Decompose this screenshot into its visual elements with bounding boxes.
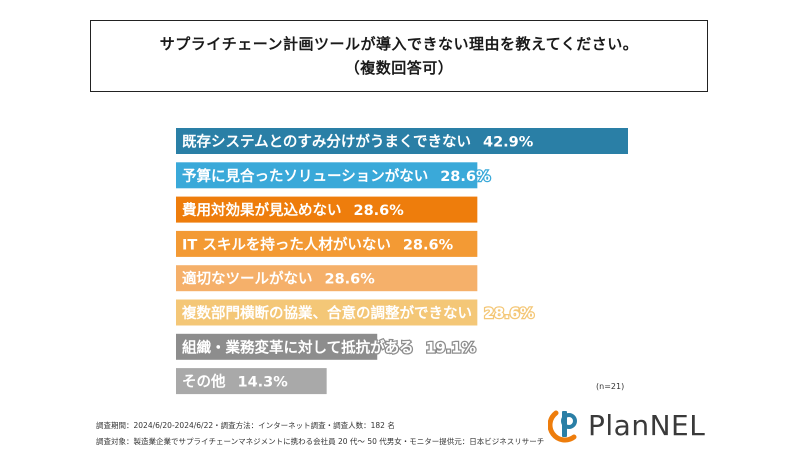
title-box: サプライチェーン計画ツールが導入できない理由を教えてください。 （複数回答可） [90, 20, 708, 92]
category-label: 組織・業務変革に対して抵抗がある [182, 338, 414, 356]
bar-1 [176, 128, 628, 154]
sample-size-note: (n=21) [596, 382, 625, 391]
bar-3 [176, 196, 478, 223]
value-label: 28.6% [484, 306, 535, 322]
value-label: 28.6% [440, 169, 491, 185]
plannel-logo: PlanNEL [548, 407, 705, 443]
bar-5 [176, 265, 478, 292]
value-label: 28.6% [325, 272, 376, 288]
category-label: IT スキルを持った人材がいない [182, 235, 391, 253]
category-label: その他 [182, 373, 226, 391]
category-label: 費用対効果が見込めない [182, 201, 342, 219]
bar-8 [176, 368, 327, 395]
bar-6 [176, 299, 478, 326]
plannel-logo-icon [548, 410, 577, 443]
category-label: 予算に見合ったソリューションがない [182, 167, 428, 185]
survey-period-footer: 調査期間：2024/6/20-2024/6/22・調査方法：インターネット調査・… [96, 421, 395, 430]
bar-label-7: 組織・業務変革に対して抵抗がある 19.1% [182, 338, 476, 356]
category-label: 複数部門横断の協業、合意の調整ができない [181, 304, 472, 322]
chart-subtitle: （複数回答可） [344, 59, 454, 77]
value-label: 19.1% [426, 340, 477, 356]
logo-text: PlanNEL [588, 408, 706, 442]
bar-label-5: 適切なツールがない 28.6% [182, 270, 375, 288]
bar-label-6: 複数部門横断の協業、合意の調整ができない 28.6% [181, 304, 535, 322]
bar-label-1: 既存システムとのすみ分けがうまくできない 42.9% [182, 133, 534, 151]
category-label: 既存システムとのすみ分けがうまくできない [182, 133, 471, 151]
bar-label-4: IT スキルを持った人材がいない 28.6% [182, 235, 454, 253]
bar-label-3: 費用対効果が見込めない 28.6% [182, 201, 404, 219]
bar-label-8: その他 14.3% [182, 373, 288, 391]
value-label: 14.3% [238, 375, 289, 391]
bar-2 [176, 162, 478, 189]
bar-7 [176, 333, 378, 360]
value-label: 28.6% [354, 203, 405, 219]
value-label: 42.9% [483, 135, 534, 151]
bar-4 [176, 230, 478, 257]
category-label: 適切なツールがない [182, 270, 313, 288]
bar-label-2: 予算に見合ったソリューションがない 28.6% [182, 167, 491, 185]
chart-title: サプライチェーン計画ツールが導入できない理由を教えてください。 [159, 35, 639, 53]
survey-target-footer: 調査対象：製造業企業でサプライチェーンマネジメントに携わる会社員 20 代～ 5… [96, 437, 545, 446]
value-label: 28.6% [403, 237, 454, 253]
